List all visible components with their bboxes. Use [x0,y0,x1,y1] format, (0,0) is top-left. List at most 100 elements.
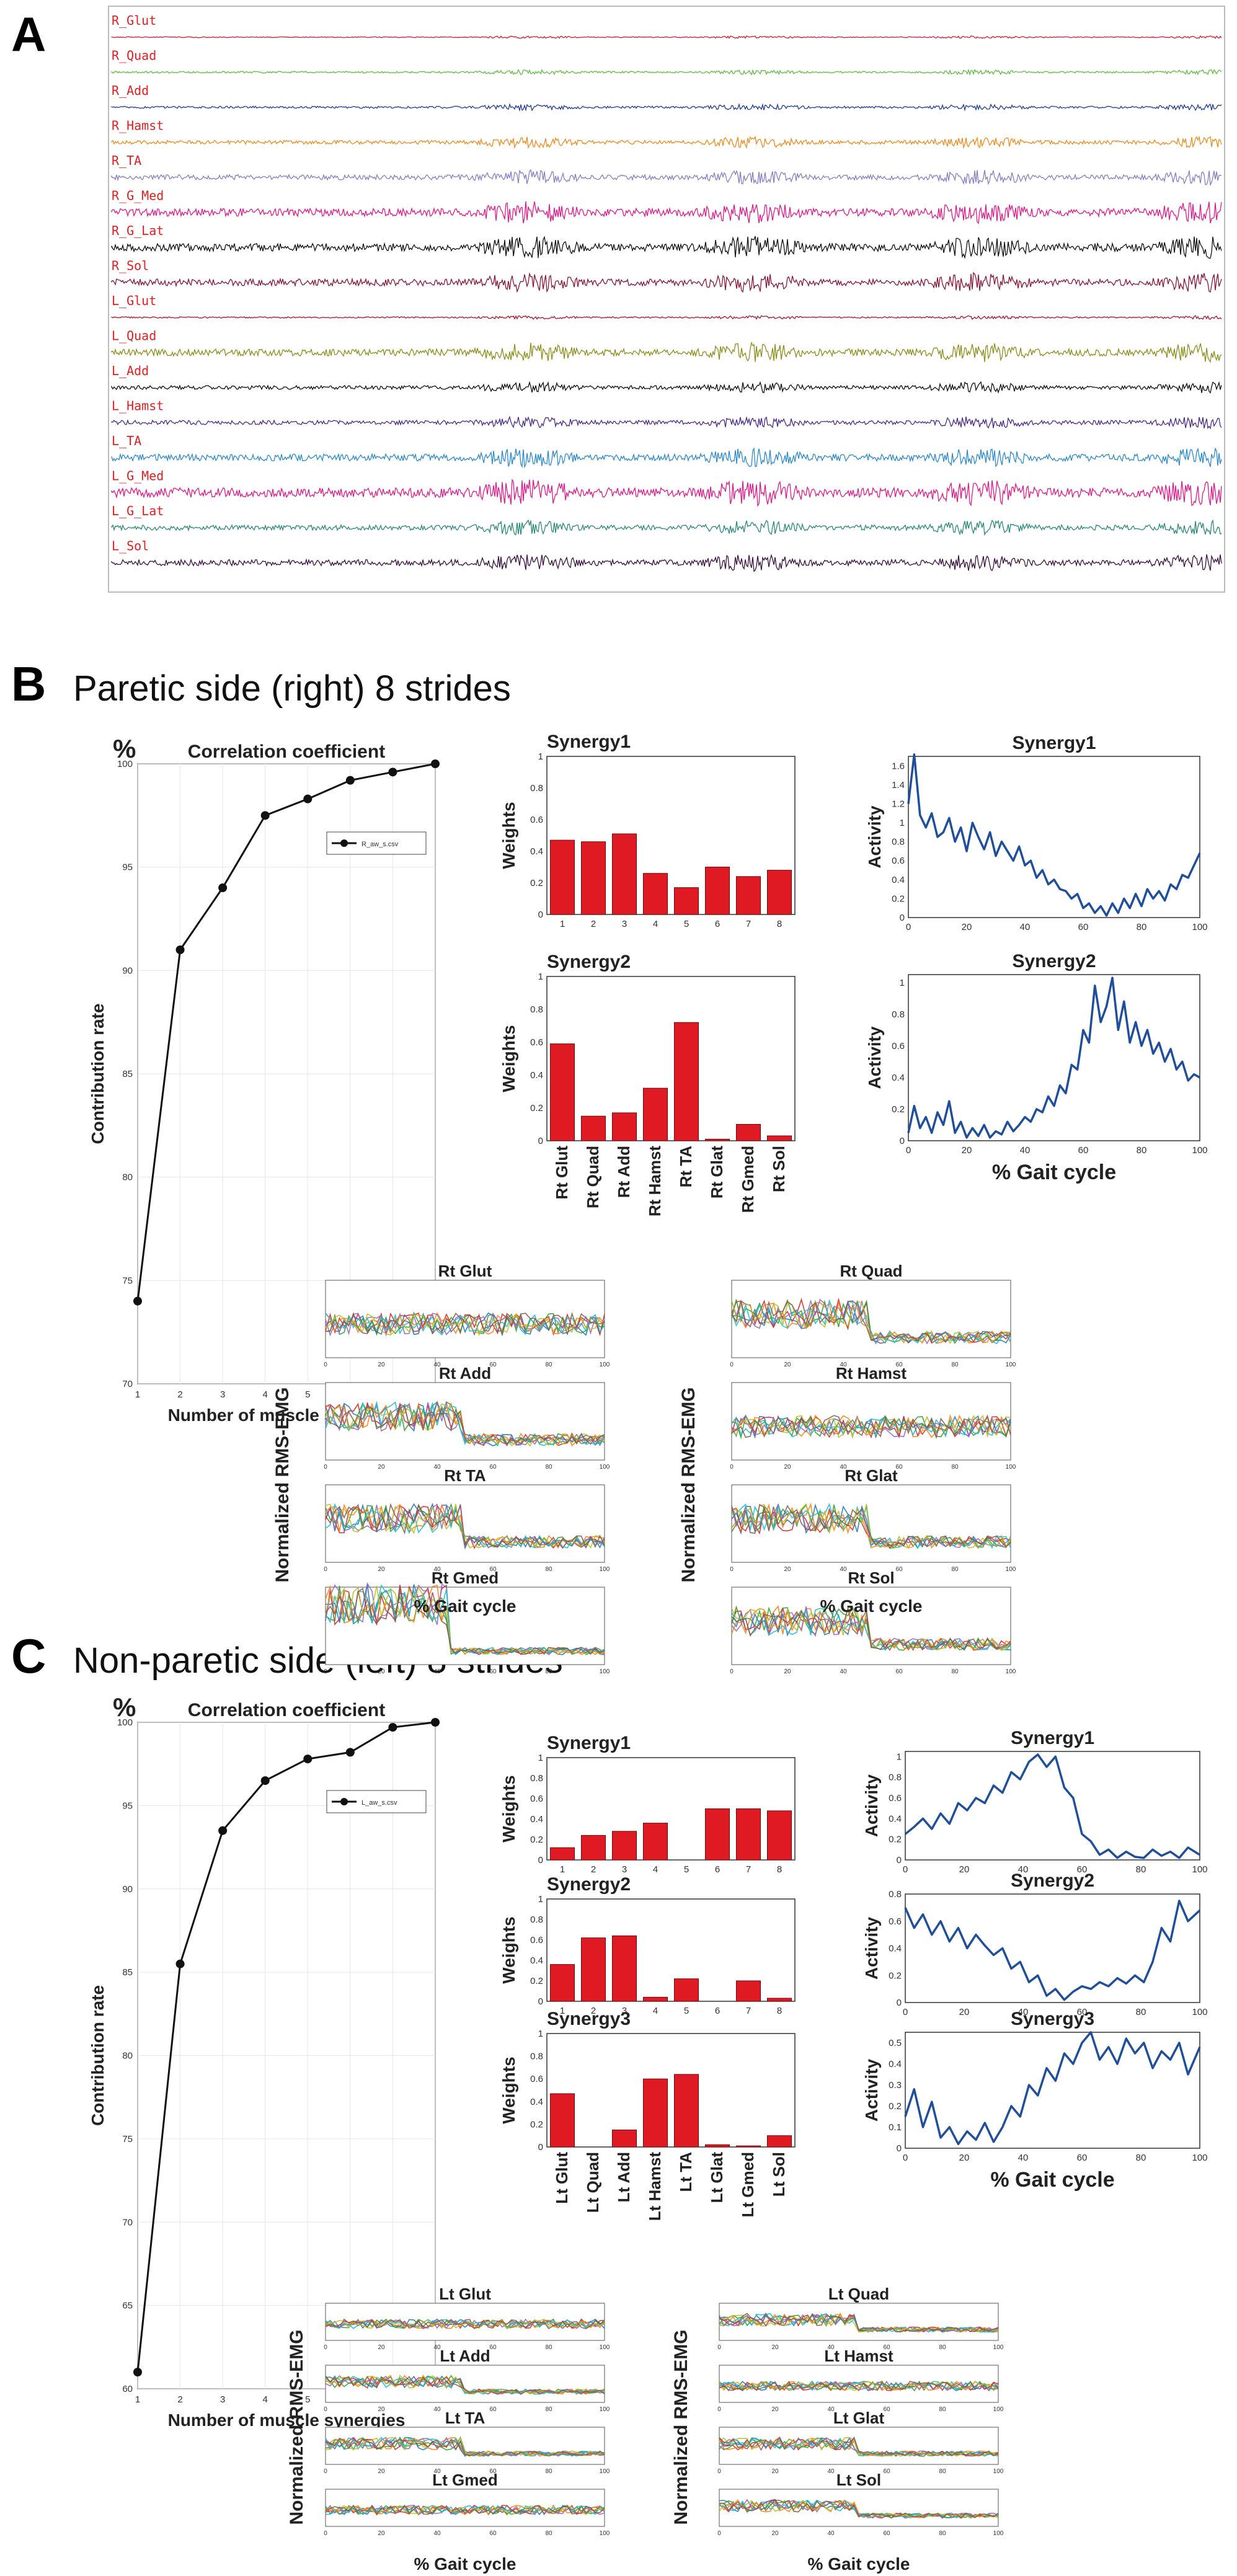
emg-trace [111,381,1222,394]
x-tick-label: 20 [784,1566,791,1573]
bar [581,841,606,915]
bar [643,1087,668,1141]
bar [612,1112,637,1141]
x-tick-label: 0 [324,2406,327,2413]
bar [705,2144,730,2148]
stride-trace [325,1312,605,1337]
y-tick-label: 0.2 [530,878,543,888]
x-tick-label: 1 [135,1389,140,1400]
y-tick-label: 0.2 [530,2119,543,2130]
y-tick-label: 1.2 [892,799,905,809]
x-tick-label: 100 [1192,2153,1207,2163]
bar [736,1980,761,2002]
x-tick-label: 20 [962,922,972,932]
x-tick-label: 4 [263,2394,268,2405]
chart-title: Synergy2 [547,952,631,972]
category-label: 6 [715,2006,720,2016]
y-tick-label: 0.4 [889,1813,902,1824]
x-tick-label: 40 [433,2406,441,2413]
muscle-title: Rt Quad [840,1262,902,1280]
chart-title: Synergy1 [1012,733,1096,753]
stride-trace [731,1414,1011,1440]
y-tick-label: 1.6 [892,761,905,771]
legend-entry: R_aw_s.csv [361,841,399,848]
mini-plot-frame [325,1382,605,1461]
x-tick-label: 20 [771,2468,779,2475]
bar [705,1138,730,1141]
x-tick-label: 20 [378,1566,385,1573]
category-label: Rt TA [676,1146,695,1188]
y-tick-label: 0.2 [530,1976,543,1986]
bar [550,1043,575,1141]
y-tick-label: 0.8 [530,783,543,794]
stride-trace [731,1604,1011,1651]
plot-frame [546,976,796,1141]
x-tick-label: 100 [1006,1464,1016,1471]
category-label: 5 [684,919,689,929]
y-axis-label: Activity [865,1026,884,1089]
rms-emg-left-grid: 0 20 40 60 80 100 Lt Glut 0 20 40 60 80 100 Lt Quad 0 2… [286,2285,1004,2574]
x-tick-label: 60 [489,2468,497,2475]
x-tick-label: 0 [324,2468,327,2475]
y-tick-label: 0.6 [530,2074,543,2084]
cc-point [388,768,397,777]
panel-label-c: C [11,1629,46,1683]
x-tick-label: 0 [903,2007,908,2017]
x-tick-label: 20 [784,1668,791,1675]
y-tick-label: 0 [538,1136,543,1146]
cc-point [345,776,355,785]
x-tick-label: 60 [883,2530,890,2537]
category-label: Rt Hamst [645,1146,664,1216]
bar [767,870,792,915]
x-tick-label: 80 [1137,922,1147,932]
chart-title: Synergy2 [1012,951,1096,972]
y-tick-label: 0.2 [530,1835,543,1845]
stride-trace [325,1582,605,1655]
x-tick-label: 40 [827,2468,835,2475]
x-tick-label: 80 [951,1464,959,1471]
x-tick-label: 0 [717,2344,721,2351]
y-tick-label: 0.2 [889,1970,902,1981]
y-axis-label: Activity [862,1774,881,1838]
stride-trace [731,1415,1011,1438]
cc-point [388,1723,397,1732]
x-tick-label: 40 [433,2344,441,2351]
x-tick-label: 0 [906,1145,911,1156]
x-tick-label: 40 [433,1361,441,1368]
y-tick-label: 85 [122,1069,133,1079]
y-tick-label: 1 [538,2029,543,2039]
bar [767,1998,792,2002]
x-tick-label: 0 [717,2468,721,2475]
y-tick-label: 1 [538,1894,543,1905]
emg-trace [111,103,1222,112]
x-tick-label: 20 [771,2344,779,2351]
y-tick-label: 1 [897,1751,902,1762]
category-label: Rt Gmed [738,1146,757,1213]
x-tick-label: 0 [324,1668,327,1675]
emg-trace [111,447,1222,469]
x-tick-label: 40 [827,2344,835,2351]
panel-label-a: A [11,7,46,61]
chart-title: Correlation coefficient [188,1700,385,1720]
y-tick-label: 90 [122,1884,133,1895]
chart-title: Synergy1 [1011,1728,1094,1748]
y-tick-label: 0 [538,2142,543,2153]
stride-trace [325,2504,605,2515]
y-tick-label: 0.2 [530,1103,543,1113]
unit-label: % [113,1693,136,1722]
category-label: 8 [777,919,782,929]
category-label: Lt Glut [552,2152,571,2204]
stride-trace [325,2375,605,2395]
y-tick-label: 0 [538,910,543,920]
y-tick-label: 0.8 [889,1889,902,1900]
y-tick-label: 0.8 [892,1009,905,1020]
x-tick-label: 80 [939,2406,946,2413]
x-tick-label: 60 [489,2406,497,2413]
stride-trace [325,1584,605,1655]
stride-trace [325,2376,605,2395]
x-axis-label: % Gait cycle [808,2554,910,2574]
x-tick-label: 20 [771,2530,779,2537]
bar [674,887,699,915]
category-label: 4 [653,1864,658,1875]
bar [705,1808,730,1861]
